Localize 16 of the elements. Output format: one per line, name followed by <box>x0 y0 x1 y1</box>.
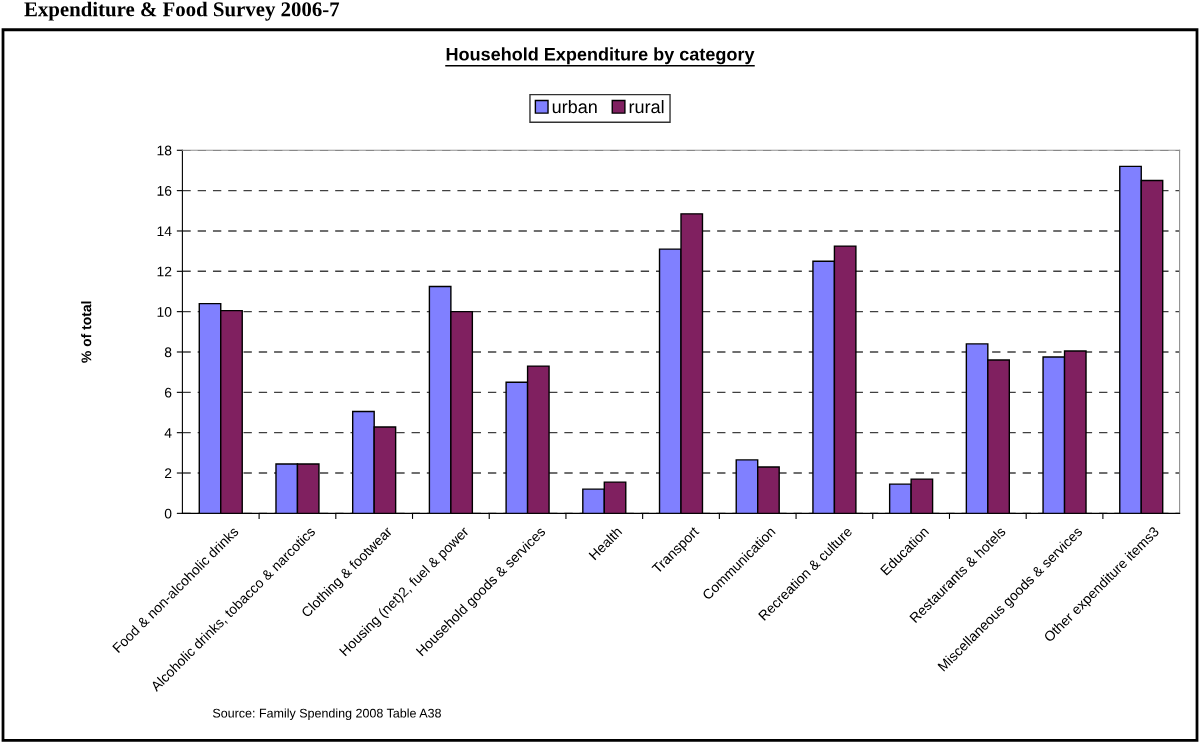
y-tick-label: 18 <box>157 145 172 156</box>
y-tick-label: 0 <box>164 508 172 519</box>
text: Expenditure & Food Survey 2006-7 <box>24 1 340 21</box>
y-tick-label: 10 <box>157 306 172 317</box>
chart-title: Household Expenditure by category <box>446 47 755 65</box>
y-tick-label: 12 <box>157 266 172 277</box>
source-note: Source: Family Spending 2008 Table A38 <box>212 708 441 721</box>
y-tick-label: 14 <box>157 226 172 236</box>
legend-label: rural <box>629 100 664 114</box>
y-tick-label: 16 <box>157 185 172 196</box>
y-tick-label: 8 <box>164 347 172 358</box>
legend-label: urban <box>552 100 597 114</box>
y-tick-label: 6 <box>164 387 172 398</box>
y-axis-title: % of total <box>81 301 92 363</box>
y-tick-label: 2 <box>164 468 172 479</box>
y-tick-label: 4 <box>164 428 172 438</box>
